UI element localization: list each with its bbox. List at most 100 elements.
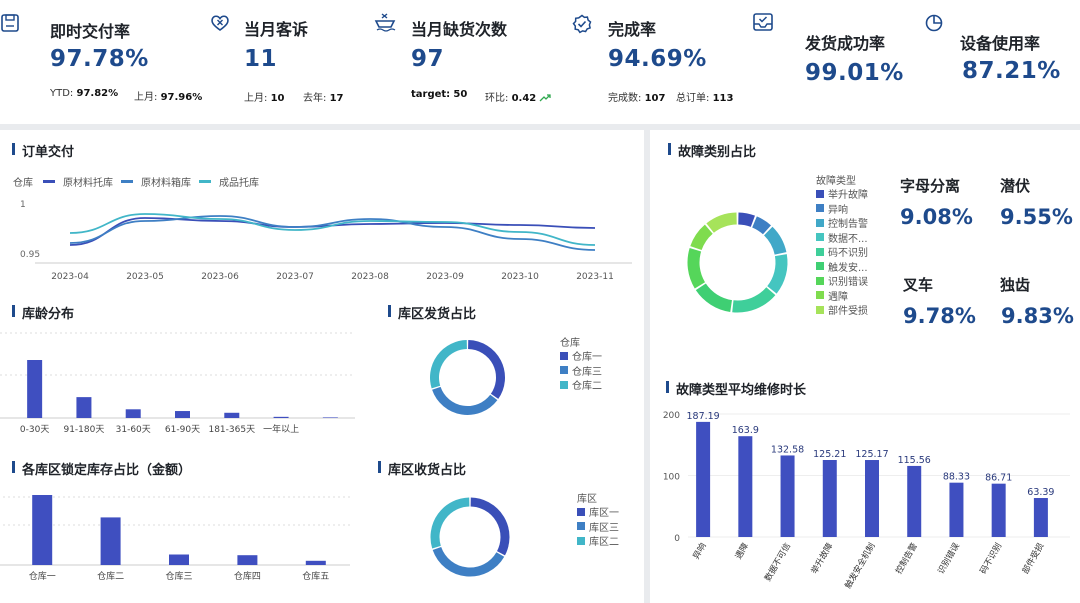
bar <box>27 360 43 418</box>
donut-slice <box>751 216 771 235</box>
zone-ship-donut <box>430 340 505 415</box>
donut-slice <box>467 340 505 399</box>
bar <box>237 555 258 565</box>
donut-slice <box>432 546 505 577</box>
donut-slice <box>695 283 733 312</box>
sink-icon <box>374 12 396 32</box>
kpi-completion-done: 完成数: 107 <box>608 93 666 104</box>
donut-slice <box>763 226 787 255</box>
kpi-ontime-title: 即时交付率 <box>50 22 131 41</box>
x-tick-label: 数据不可信 <box>762 541 793 584</box>
series-line-2 <box>69 215 596 251</box>
x-tick-label: 61-90天 <box>165 425 200 435</box>
x-tick-label: 遇障 <box>733 541 751 562</box>
order-delivery-legend: 仓库 原材料托库 原材料箱库 成品托库 <box>13 174 259 189</box>
x-tick-label: 控制告警 <box>893 541 920 576</box>
kpi-shipping-title: 发货成功率 <box>805 34 886 53</box>
x-tick-label: 仓库三 <box>165 570 192 582</box>
legend-series-2[interactable]: 原材料箱库 <box>141 178 191 189</box>
legend-series-3[interactable]: 成品托库 <box>219 178 259 189</box>
order-delivery-title: 订单交付 <box>12 141 74 160</box>
legend-item[interactable]: 仓库三 <box>560 363 602 378</box>
bar-value-label: 86.71 <box>985 473 1012 484</box>
bar <box>76 397 92 418</box>
kpi-complaints-value: 11 <box>244 46 278 72</box>
kpi-complaints-title: 当月客诉 <box>244 20 309 39</box>
stat-label-1: 字母分离 <box>900 177 961 195</box>
stat-value-4: 9.83% <box>1001 304 1074 328</box>
bar <box>738 436 753 537</box>
aging-title: 库龄分布 <box>12 303 74 322</box>
bar <box>780 455 795 537</box>
legend-item[interactable]: 数据不... <box>816 230 868 245</box>
bar <box>224 412 240 418</box>
x-tick-label: 异响 <box>691 541 709 561</box>
pie-icon <box>924 13 944 33</box>
left-panel: 订单交付 仓库 原材料托库 原材料箱库 成品托库 1 0.95 2023-04 202… <box>0 130 644 603</box>
bar-value-label: 187.19 <box>686 411 719 422</box>
donut-slice <box>706 212 738 233</box>
legend-item[interactable]: 触发安... <box>816 259 868 274</box>
repair-time-title: 故障类型平均维修时长 <box>666 379 806 398</box>
legend-item[interactable]: 部件受损 <box>816 303 868 317</box>
donut-slice <box>470 497 510 556</box>
bar <box>822 459 837 537</box>
bar-value-label: 132.58 <box>771 444 804 455</box>
kpi-equipment-value: 87.21% <box>962 58 1061 84</box>
legend-item[interactable]: 遇障 <box>816 288 868 303</box>
donut-slice <box>687 248 706 289</box>
save-icon <box>0 13 20 33</box>
zone-ship-title: 库区发货占比 <box>388 303 476 322</box>
legend-item[interactable]: 库区一 <box>577 505 619 519</box>
legend-item[interactable]: 举升故障 <box>816 187 868 201</box>
badge-check-icon <box>572 14 592 34</box>
kpi-ontime-value: 97.78% <box>50 46 149 72</box>
bar <box>100 517 121 565</box>
fault-types-title: 故障类别占比 <box>668 141 756 160</box>
x-tick-label: 2023-05 <box>126 272 164 282</box>
kpi-strip: 即时交付率 97.78% YTD: 97.82% 上月: 97.96% 当月客诉… <box>0 0 1080 124</box>
stat-value-2: 9.55% <box>1000 205 1073 229</box>
legend-item[interactable]: 码不识别 <box>816 245 868 259</box>
donut-slice <box>732 287 776 313</box>
bar-value-label: 125.17 <box>855 449 888 460</box>
legend-item[interactable]: 库区三 <box>577 519 619 534</box>
y-tick-label: 200 <box>663 411 680 421</box>
legend-item[interactable]: 异响 <box>816 201 868 216</box>
x-tick-label: 仓库一 <box>29 570 56 582</box>
right-panel: 故障类别占比 故障类型 举升故障 异响 控制告警 数据不... 码不识别 触发安... 识别… <box>650 130 1080 603</box>
x-tick-label: 2023-08 <box>351 272 389 282</box>
donut-slice <box>738 212 755 227</box>
locked-stock-bar-chart: 仓库一 仓库二 仓库三 仓库四 仓库五 <box>0 495 350 582</box>
aging-bar-chart: 0-30天 91-180天 31-60天 61-90天 181-365天 一年以上 <box>0 332 355 435</box>
stat-label-3: 叉车 <box>903 276 934 294</box>
x-tick-label: 91-180天 <box>63 425 104 435</box>
bar <box>322 417 338 418</box>
repair-time-bar-chart: 200 100 0 187.19 异响 163.9 遇障 132.58 数据不可信 125.21 举… <box>663 411 1070 591</box>
legend-item[interactable]: 仓库二 <box>560 378 602 392</box>
legend-title: 库区 <box>577 493 597 505</box>
legend-series-1[interactable]: 原材料托库 <box>63 178 113 189</box>
x-tick-label: 0-30天 <box>20 425 49 435</box>
bar <box>991 483 1006 537</box>
kpi-complaints-last: 上月: 10 <box>244 93 285 104</box>
bar <box>907 465 922 537</box>
legend-item[interactable]: 库区二 <box>577 534 619 548</box>
x-tick-label: 2023-09 <box>426 272 464 282</box>
legend-item[interactable]: 仓库一 <box>560 349 602 363</box>
heart-x-icon <box>210 13 230 33</box>
donut-slice <box>432 386 498 415</box>
zone-receive-donut <box>430 497 510 577</box>
x-tick-label: 2023-06 <box>201 272 239 282</box>
legend-item[interactable]: 识别错误 <box>816 274 868 288</box>
fault-types-donut <box>687 212 788 313</box>
legend-title: 仓库 <box>13 178 33 189</box>
x-tick-label: 仓库四 <box>234 570 261 582</box>
donut-slice <box>767 254 788 294</box>
zone-ship-legend: 仓库 仓库一 仓库三 仓库二 <box>560 334 602 392</box>
kpi-ontime-last: 上月: 97.96% <box>134 92 203 103</box>
x-tick-label: 仓库五 <box>302 570 329 582</box>
legend-item[interactable]: 控制告警 <box>816 216 868 230</box>
bar-value-label: 163.9 <box>732 425 759 436</box>
bar <box>1033 498 1048 537</box>
